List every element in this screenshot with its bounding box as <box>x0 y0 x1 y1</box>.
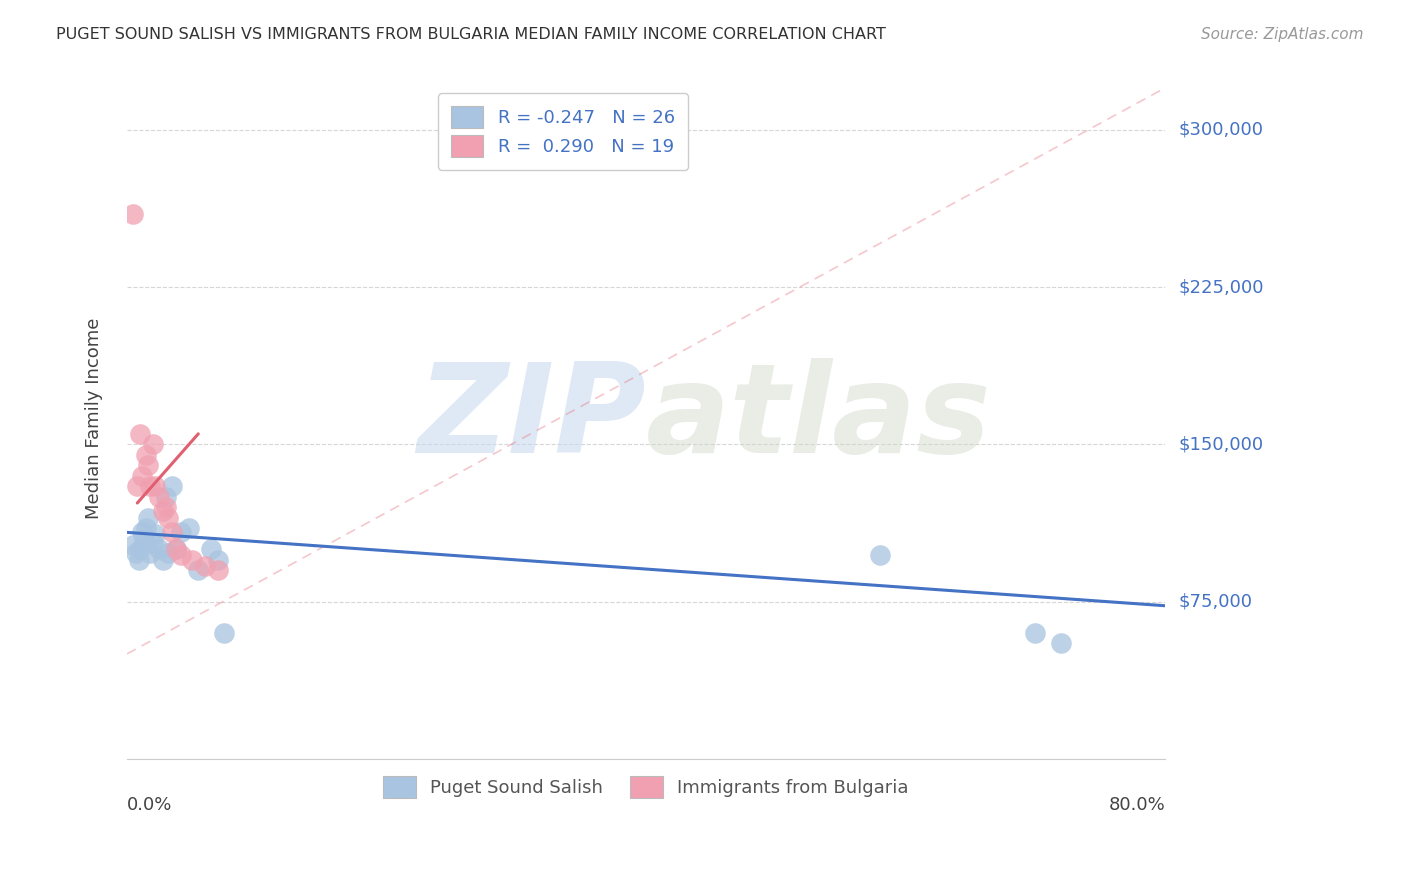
Point <box>200 542 222 557</box>
Text: 80.0%: 80.0% <box>1108 797 1166 814</box>
Point <box>170 525 193 540</box>
Point <box>155 490 177 504</box>
Point <box>122 538 145 552</box>
Point <box>207 563 229 577</box>
Point <box>131 468 153 483</box>
Text: PUGET SOUND SALISH VS IMMIGRANTS FROM BULGARIA MEDIAN FAMILY INCOME CORRELATION : PUGET SOUND SALISH VS IMMIGRANTS FROM BU… <box>56 27 886 42</box>
Point <box>148 542 170 557</box>
Point <box>139 479 162 493</box>
Text: $150,000: $150,000 <box>1180 435 1264 453</box>
Point <box>187 563 209 577</box>
Point <box>135 448 157 462</box>
Point <box>136 458 159 473</box>
Text: atlas: atlas <box>645 358 991 479</box>
Text: $75,000: $75,000 <box>1180 592 1253 610</box>
Point <box>128 552 150 566</box>
Point <box>207 552 229 566</box>
Point <box>165 542 187 557</box>
Point <box>1050 636 1073 650</box>
Point <box>180 552 202 566</box>
Point <box>139 546 162 560</box>
Point <box>157 510 180 524</box>
Point <box>152 504 174 518</box>
Text: Source: ZipAtlas.com: Source: ZipAtlas.com <box>1201 27 1364 42</box>
Text: ZIP: ZIP <box>418 358 645 479</box>
Point <box>142 437 165 451</box>
Text: $225,000: $225,000 <box>1180 278 1264 296</box>
Point <box>157 546 180 560</box>
Point <box>135 521 157 535</box>
Point <box>179 521 201 535</box>
Legend: Puget Sound Salish, Immigrants from Bulgaria: Puget Sound Salish, Immigrants from Bulg… <box>371 764 921 811</box>
Point <box>162 479 184 493</box>
Point <box>136 510 159 524</box>
Point <box>155 500 177 515</box>
Point <box>148 490 170 504</box>
Point <box>152 552 174 566</box>
Point <box>212 626 235 640</box>
Point <box>1024 626 1046 640</box>
Point <box>127 479 149 493</box>
Point <box>162 525 184 540</box>
Point <box>125 546 148 560</box>
Point <box>132 532 155 546</box>
Point <box>145 527 167 541</box>
Point <box>194 558 217 573</box>
Y-axis label: Median Family Income: Median Family Income <box>86 318 103 519</box>
Point <box>165 542 187 557</box>
Point <box>131 525 153 540</box>
Point <box>128 542 150 557</box>
Point <box>145 479 167 493</box>
Point <box>142 536 165 550</box>
Point <box>128 426 150 441</box>
Point <box>170 549 193 563</box>
Text: $300,000: $300,000 <box>1180 120 1264 139</box>
Point <box>122 207 145 221</box>
Point <box>869 549 891 563</box>
Text: 0.0%: 0.0% <box>127 797 173 814</box>
